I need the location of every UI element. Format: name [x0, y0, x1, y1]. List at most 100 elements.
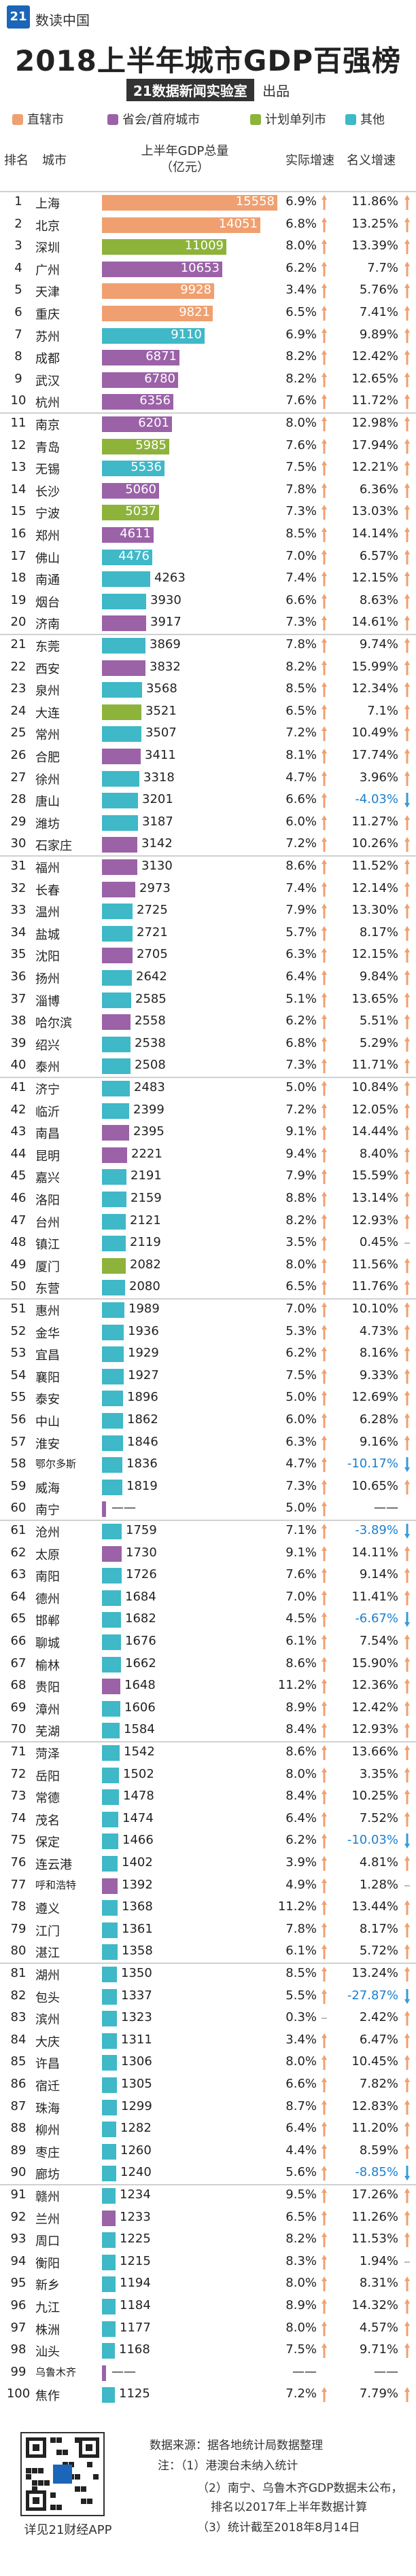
city-label: 兰州: [35, 2212, 60, 2227]
nominal-growth: 12.14%: [351, 880, 398, 895]
rank-label: 15: [10, 504, 27, 519]
rank-label: 44: [10, 1146, 27, 1161]
city-label: 南阳: [35, 1570, 60, 1585]
real-growth-arrow-icon: [322, 1479, 327, 1495]
rank-label: 82: [10, 1988, 27, 2003]
rank-label: 97: [10, 2320, 27, 2335]
rank-label: 51: [10, 1302, 27, 1316]
legend-swatch: [107, 114, 118, 125]
city-label: 临沂: [35, 1105, 60, 1120]
real-growth: 7.2%: [285, 1102, 317, 1117]
gdp-bar: [102, 1789, 119, 1806]
nominal-growth: 11.26%: [351, 2209, 398, 2224]
real-growth: 6.4%: [285, 1810, 317, 1825]
real-growth: 6.2%: [285, 1014, 317, 1028]
real-growth-arrow-icon: [322, 1723, 327, 1738]
gdp-bar: [102, 1169, 126, 1185]
city-label: 佛山: [35, 551, 60, 566]
rank-label: 45: [10, 1168, 27, 1183]
group-divider: [0, 1741, 416, 1742]
city-label: 洛阳: [35, 1194, 60, 1208]
city-label: 徐州: [35, 772, 60, 787]
real-growth: 6.9%: [285, 327, 317, 342]
qr-code: [20, 2432, 105, 2516]
gdp-missing: ——: [111, 2364, 136, 2379]
nominal-growth-arrow-icon: [404, 327, 410, 343]
nominal-growth-arrow-icon: [404, 2299, 410, 2314]
gdp-bar: [102, 394, 173, 410]
gdp-value: 3930: [150, 592, 181, 607]
legend: 直辖市 省会/首府城市 计划单列市 其他: [5, 105, 411, 132]
nominal-growth-arrow-icon: [404, 416, 410, 431]
real-growth-arrow-icon: [322, 1368, 327, 1384]
nominal-growth: 7.54%: [359, 1634, 398, 1648]
rank-label: 66: [10, 1634, 27, 1648]
nominal-growth-arrow-icon: [404, 1242, 410, 1245]
nominal-growth-arrow-icon: [404, 704, 410, 719]
nominal-growth-arrow-icon: [404, 1634, 410, 1649]
city-label: 长春: [35, 883, 60, 898]
gdp-bar: [102, 1524, 122, 1539]
real-growth-arrow-icon: [322, 1213, 327, 1229]
gdp-value: 6871: [145, 349, 177, 364]
real-growth-arrow-icon: [322, 461, 327, 476]
real-growth: 8.8%: [285, 1191, 317, 1205]
real-growth: 5.0%: [285, 1080, 317, 1094]
real-growth: 3.4%: [285, 2032, 317, 2047]
nominal-growth-arrow-icon: [404, 1036, 410, 1052]
real-growth: 7.2%: [285, 836, 317, 851]
gdp-bar: [102, 2276, 116, 2293]
rank-label: 42: [10, 1102, 27, 1117]
city-label: 宁波: [35, 507, 60, 522]
gdp-bar: [102, 837, 137, 853]
gdp-value: 6356: [139, 393, 171, 408]
real-growth-arrow-icon: [322, 2276, 327, 2292]
rank-label: 76: [10, 1855, 27, 1870]
real-growth-arrow-icon: [322, 2254, 327, 2270]
gdp-bar: [102, 2387, 115, 2403]
city-label: 柳州: [35, 2124, 60, 2139]
nominal-growth: 12.42%: [351, 1700, 398, 1715]
rank-label: 19: [10, 592, 27, 607]
real-growth-arrow-icon: [322, 2232, 327, 2248]
rank-label: 96: [10, 2298, 27, 2312]
gdp-value: 1234: [120, 2187, 151, 2202]
gdp-value: 1311: [121, 2032, 152, 2047]
nominal-growth-arrow-icon: [404, 992, 410, 1007]
nominal-growth-arrow-icon: [404, 615, 410, 631]
city-label: 成都: [35, 352, 60, 367]
city-label: 昆明: [35, 1149, 60, 1164]
gdp-bar: [102, 1036, 131, 1052]
real-growth: 7.2%: [285, 726, 317, 740]
nominal-growth-arrow-icon: [404, 1884, 410, 1886]
nominal-growth-arrow-icon: [404, 1479, 410, 1495]
city-label: 淮安: [35, 1437, 60, 1452]
gdp-bar: [102, 1900, 118, 1916]
rank-label: 16: [10, 526, 27, 541]
rank-label: 47: [10, 1213, 27, 1228]
gdp-bar: [102, 704, 141, 720]
nominal-growth-arrow-icon: [404, 793, 410, 808]
nominal-growth: -6.67%: [355, 1611, 398, 1626]
nominal-growth-arrow-icon: [404, 2099, 410, 2115]
gdp-value: 1177: [120, 2320, 151, 2335]
gdp-bar: [102, 2210, 116, 2226]
gdp-bar: [102, 327, 205, 344]
rank-label: 54: [10, 1367, 27, 1382]
gdp-value: 2483: [134, 1080, 165, 1094]
gdp-value: 4263: [154, 571, 186, 586]
city-label: 青岛: [35, 440, 60, 455]
gdp-bar: [102, 2077, 117, 2093]
nominal-growth: 10.65%: [351, 1478, 398, 1493]
nominal-growth-arrow-icon: [404, 1767, 410, 1783]
gdp-value: 1682: [125, 1611, 156, 1626]
nominal-growth-arrow-icon: [404, 195, 410, 210]
nominal-growth: 12.15%: [351, 947, 398, 962]
gdp-value: 1402: [122, 1855, 153, 1870]
nominal-growth: 11.71%: [351, 1058, 398, 1073]
nominal-growth-arrow-icon: [404, 970, 410, 985]
nominal-growth-arrow-icon: [404, 1280, 410, 1295]
city-label: 深圳: [35, 241, 60, 256]
gdp-bar: [102, 2232, 116, 2249]
nominal-growth-arrow-icon: [404, 239, 410, 255]
